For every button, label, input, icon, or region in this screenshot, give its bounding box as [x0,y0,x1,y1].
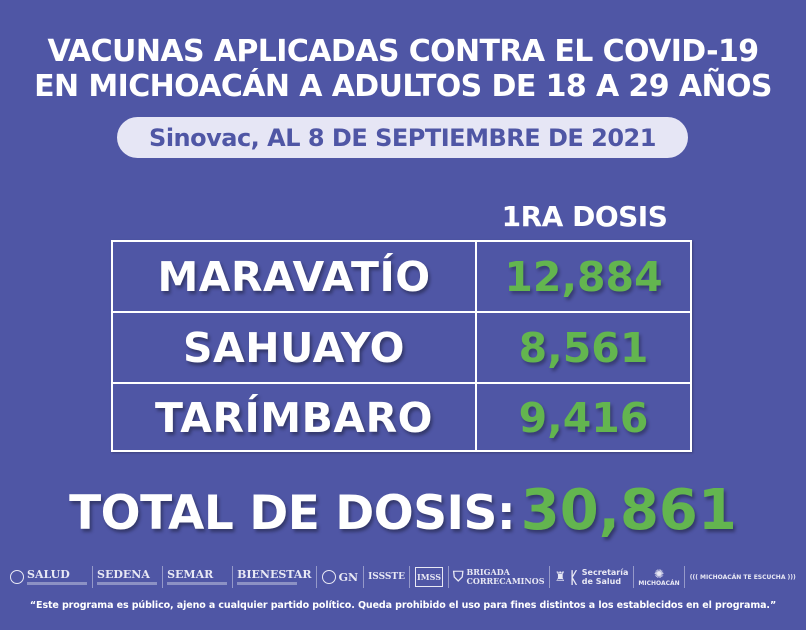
title-line-1-part-1: VACUNAS APLICADAS [47,34,409,69]
michoacan-shield-icon: ♜ [554,569,567,585]
logo-michoacan-label: MICHOACÁN [638,579,680,587]
logo-semar: SEMAR [167,567,228,585]
logo-issste: ISSSTE [368,572,405,582]
dose-count-cell: 9,416 [518,394,649,442]
logo-de-salud-label: de Salud [581,577,622,586]
logo-divider [362,566,364,588]
gobierno-michoacan-icon: ✺ [654,566,665,581]
logo-salud: SALUD [10,567,87,585]
logo-divider [684,566,686,588]
logo-divider [549,566,550,588]
logo-michoacan-te-escucha: ((( MICHOACÁN TE ESCUCHA ))) [690,574,796,581]
table-row: MARAVATÍO 12,884 [113,242,690,313]
dose-count-cell: 8,561 [518,323,649,372]
imss-icon: IMSS [415,567,443,587]
page-title: VACUNAS APLICADAS CONTRA EL COVID-19 EN … [0,34,806,104]
logo-gn-label: GN [338,570,359,584]
logo-divider [447,566,449,588]
subtitle-pill: Sinovac, AL 8 DE SEPTIEMBRE DE 2021 [117,117,688,158]
radio-waves-icon: ((( MICHOACÁN TE ESCUCHA ))) [689,573,796,581]
total-doses: TOTAL DE DOSIS: 30,861 [0,478,806,543]
logo-divider [632,566,634,588]
total-value: 30,861 [520,478,737,543]
column-header-first-dose: 1RA DOSIS [501,200,668,233]
logo-sedena: SEDENA [97,567,158,585]
guardia-nacional-icon [321,570,336,584]
logo-divider [91,566,93,588]
institution-logos-bar: SALUD SEDENA SEMAR BIENESTAR GN ISSSTE I… [10,564,796,590]
brigada-shield-icon: ⛉ [453,569,464,585]
dose-count-cell: 12,884 [504,252,663,301]
logo-sedena-label: SEDENA [97,567,150,581]
logo-correcaminos-label: CORRECAMINOS [466,576,545,586]
logo-divider [161,566,163,588]
k-mark-icon: ᛕ [569,567,579,587]
logo-bienestar-label: BIENESTAR [237,567,312,581]
logo-imss: IMSS [415,567,443,587]
table-row: SAHUAYO 8,561 [113,313,690,384]
logo-divider [316,566,318,588]
logo-secretaria-label: Secretaría [581,568,629,577]
logo-brigada-label: BRIGADA [466,567,510,577]
logo-salud-label: SALUD [27,567,70,581]
municipality-cell: TARÍMBARO [113,384,477,452]
logo-semar-label: SEMAR [167,567,214,581]
total-label: TOTAL DE DOSIS: [69,486,516,541]
logo-divider [409,566,411,588]
title-line-1: VACUNAS APLICADAS CONTRA EL COVID-19 [0,34,806,69]
municipality-cell: MARAVATÍO [113,242,477,311]
logo-guardia-nacional: GN [321,570,359,584]
vaccination-table: MARAVATÍO 12,884 SAHUAYO 8,561 TARÍMBARO… [111,240,692,452]
municipality-cell: SAHUAYO [113,313,477,382]
table-row: TARÍMBARO 9,416 [113,384,690,452]
logo-gobierno-michoacan: ✺ MICHOACÁN [638,568,679,587]
logo-secretaria-salud-michoacan: ♜ ᛕ Secretaría de Salud [555,568,629,587]
title-line-2: EN MICHOACÁN A ADULTOS DE 18 A 29 AÑOS [34,69,772,104]
subtitle-text: Sinovac, AL 8 DE SEPTIEMBRE DE 2021 [149,123,656,152]
logo-divider [231,566,233,588]
salud-emblem-icon [10,570,24,584]
legal-disclaimer: “Este programa es público, ajeno a cualq… [29,600,777,611]
logo-brigada-correcaminos: ⛉ BRIGADA CORRECAMINOS [453,568,544,586]
logo-bienestar: BIENESTAR [237,567,312,585]
title-line-1-part-2: CONTRA EL COVID-19 [408,34,759,69]
logo-issste-label: ISSSTE [368,572,405,582]
